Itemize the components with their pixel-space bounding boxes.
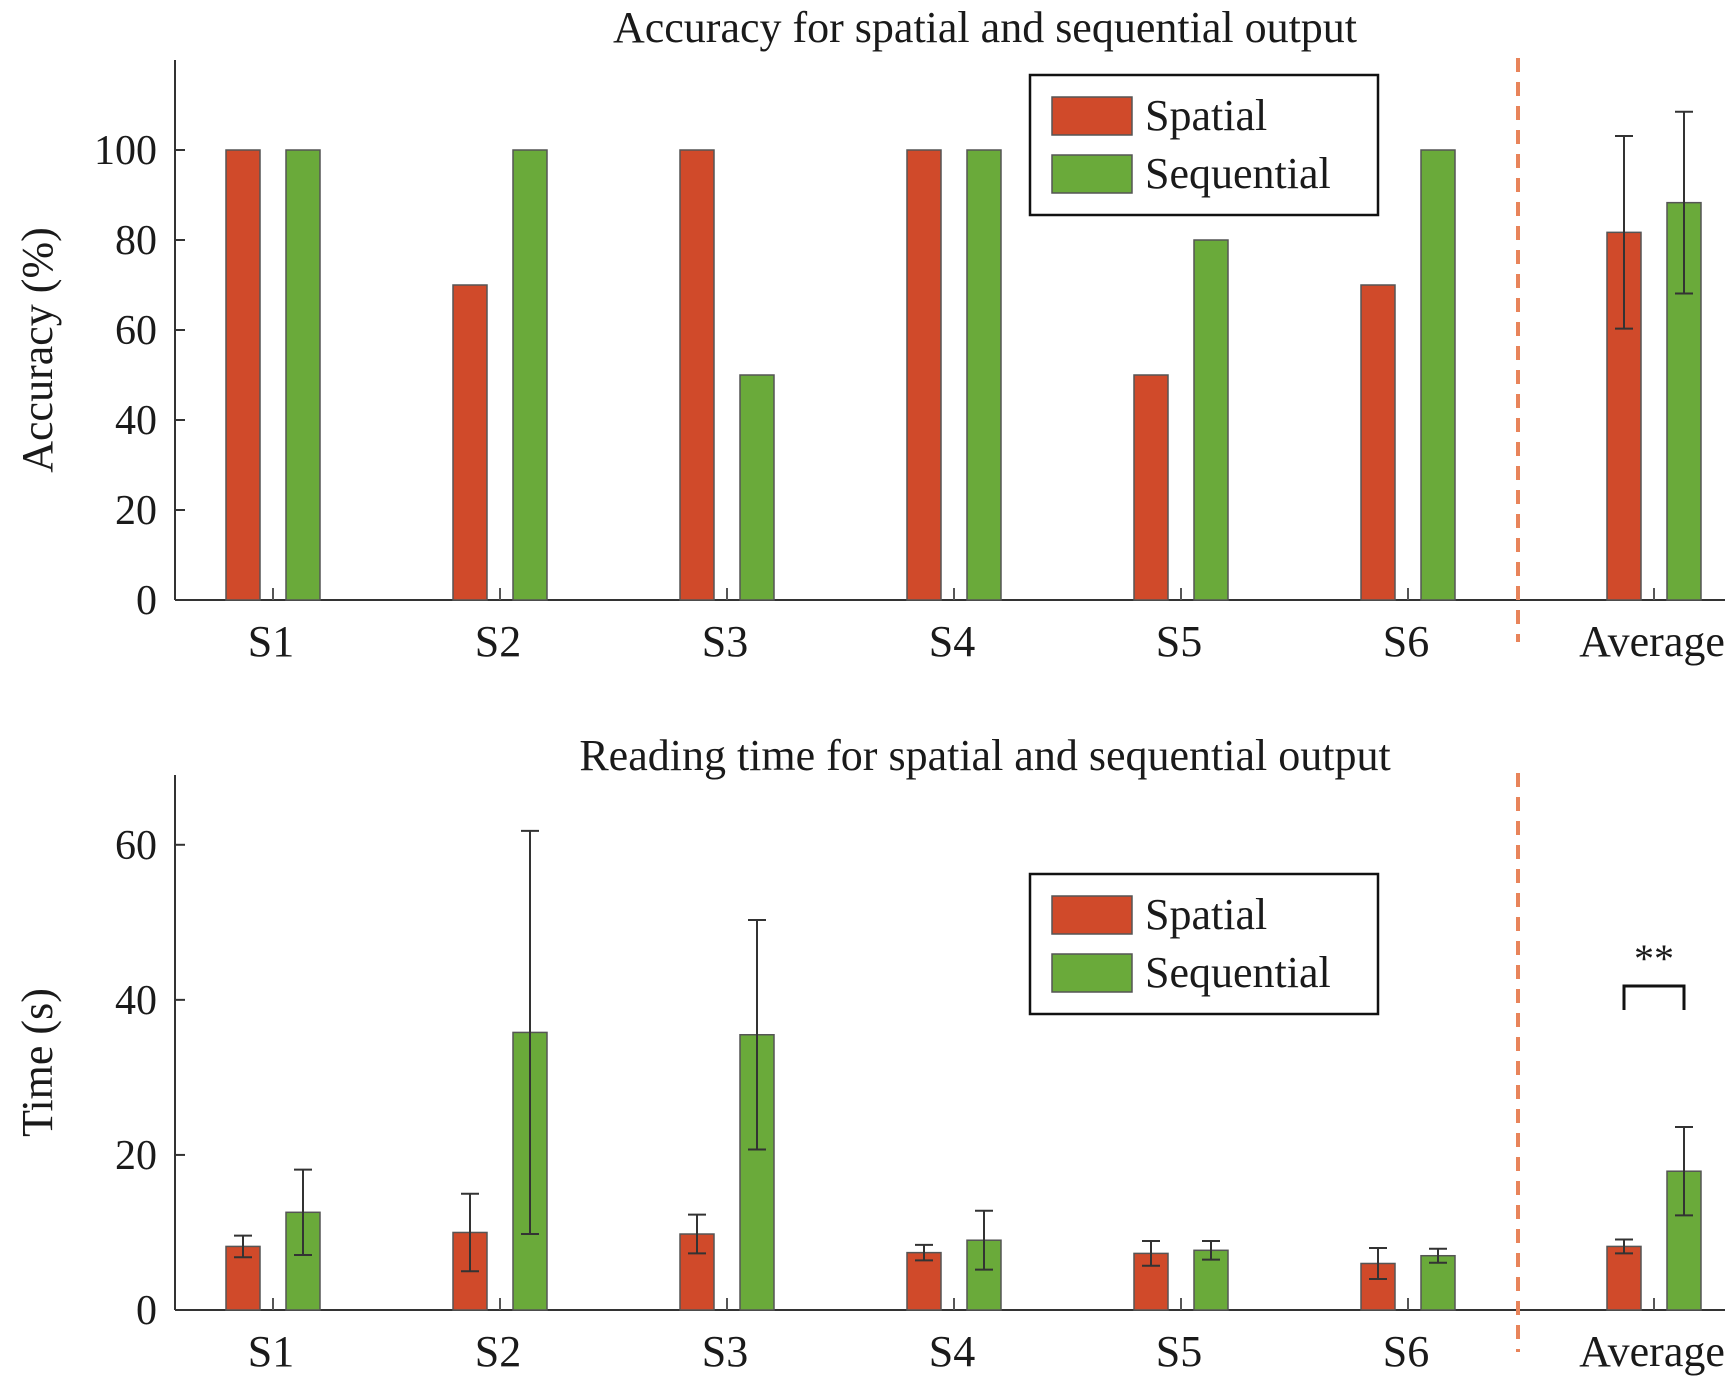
y-tick-label: 0 bbox=[136, 578, 157, 624]
legend-swatch-sequential bbox=[1051, 953, 1133, 993]
y-tick-label: 20 bbox=[115, 1133, 157, 1179]
bar-sequential-s4 bbox=[966, 149, 1002, 601]
legend-label-spatial: Spatial bbox=[1145, 890, 1267, 939]
legend-swatch-spatial bbox=[1051, 895, 1133, 935]
bar-sequential-s6 bbox=[1420, 149, 1456, 601]
x-tick-label: S5 bbox=[1156, 1327, 1202, 1376]
chart-title: Reading time for spatial and sequential … bbox=[579, 731, 1390, 780]
x-tick-label: Average bbox=[1579, 617, 1725, 666]
reading-time-chart: Reading time for spatial and sequential … bbox=[13, 731, 1725, 1376]
bar-sequential-s5 bbox=[1193, 239, 1229, 601]
y-tick-label: 100 bbox=[94, 128, 157, 174]
y-tick-label: 80 bbox=[115, 218, 157, 264]
bar-spatial-s4 bbox=[906, 149, 942, 601]
x-tick-label: S6 bbox=[1383, 1327, 1429, 1376]
x-tick-label: S5 bbox=[1156, 617, 1202, 666]
y-tick-label: 40 bbox=[115, 398, 157, 444]
bar-spatial-s4 bbox=[906, 1251, 942, 1311]
x-tick-label: S6 bbox=[1383, 617, 1429, 666]
chart-title: Accuracy for spatial and sequential outp… bbox=[613, 3, 1357, 52]
legend-swatch-spatial bbox=[1051, 96, 1133, 136]
bar-sequential-s6 bbox=[1420, 1254, 1456, 1311]
bar-spatial-s6 bbox=[1360, 284, 1396, 601]
bar-spatial-s5 bbox=[1133, 374, 1169, 601]
bar-spatial-s3 bbox=[679, 149, 715, 601]
bar-sequential-s1 bbox=[285, 149, 321, 601]
bar-sequential-s3 bbox=[739, 374, 775, 601]
significance-stars: ** bbox=[1634, 936, 1674, 981]
legend-label-sequential: Sequential bbox=[1145, 149, 1331, 198]
legend-swatch-sequential bbox=[1051, 154, 1133, 194]
legend-label-sequential: Sequential bbox=[1145, 948, 1331, 997]
y-tick-label: 60 bbox=[115, 308, 157, 354]
y-axis-label: Time (s) bbox=[13, 988, 62, 1137]
significance-bracket bbox=[1622, 984, 1686, 1010]
y-tick-label: 0 bbox=[136, 1288, 157, 1334]
bar-spatial-s1 bbox=[225, 149, 261, 601]
x-tick-label: S2 bbox=[475, 1327, 521, 1376]
x-tick-label: S1 bbox=[248, 617, 294, 666]
y-tick-label: 60 bbox=[115, 823, 157, 869]
x-tick-label: S4 bbox=[929, 1327, 975, 1376]
bar-sequential-s2 bbox=[512, 149, 548, 601]
x-tick-label: S1 bbox=[248, 1327, 294, 1376]
accuracy-chart: Accuracy for spatial and sequential outp… bbox=[13, 3, 1725, 666]
x-tick-label: S3 bbox=[702, 617, 748, 666]
y-tick-label: 20 bbox=[115, 488, 157, 534]
x-tick-label: S4 bbox=[929, 617, 975, 666]
y-tick-label: 40 bbox=[115, 978, 157, 1024]
legend-label-spatial: Spatial bbox=[1145, 91, 1267, 140]
bar-spatial-s2 bbox=[452, 284, 488, 601]
x-tick-label: S3 bbox=[702, 1327, 748, 1376]
bar-spatial-average bbox=[1606, 1245, 1642, 1311]
x-tick-label: Average bbox=[1579, 1327, 1725, 1376]
x-tick-label: S2 bbox=[475, 617, 521, 666]
y-axis-label: Accuracy (%) bbox=[13, 227, 62, 473]
